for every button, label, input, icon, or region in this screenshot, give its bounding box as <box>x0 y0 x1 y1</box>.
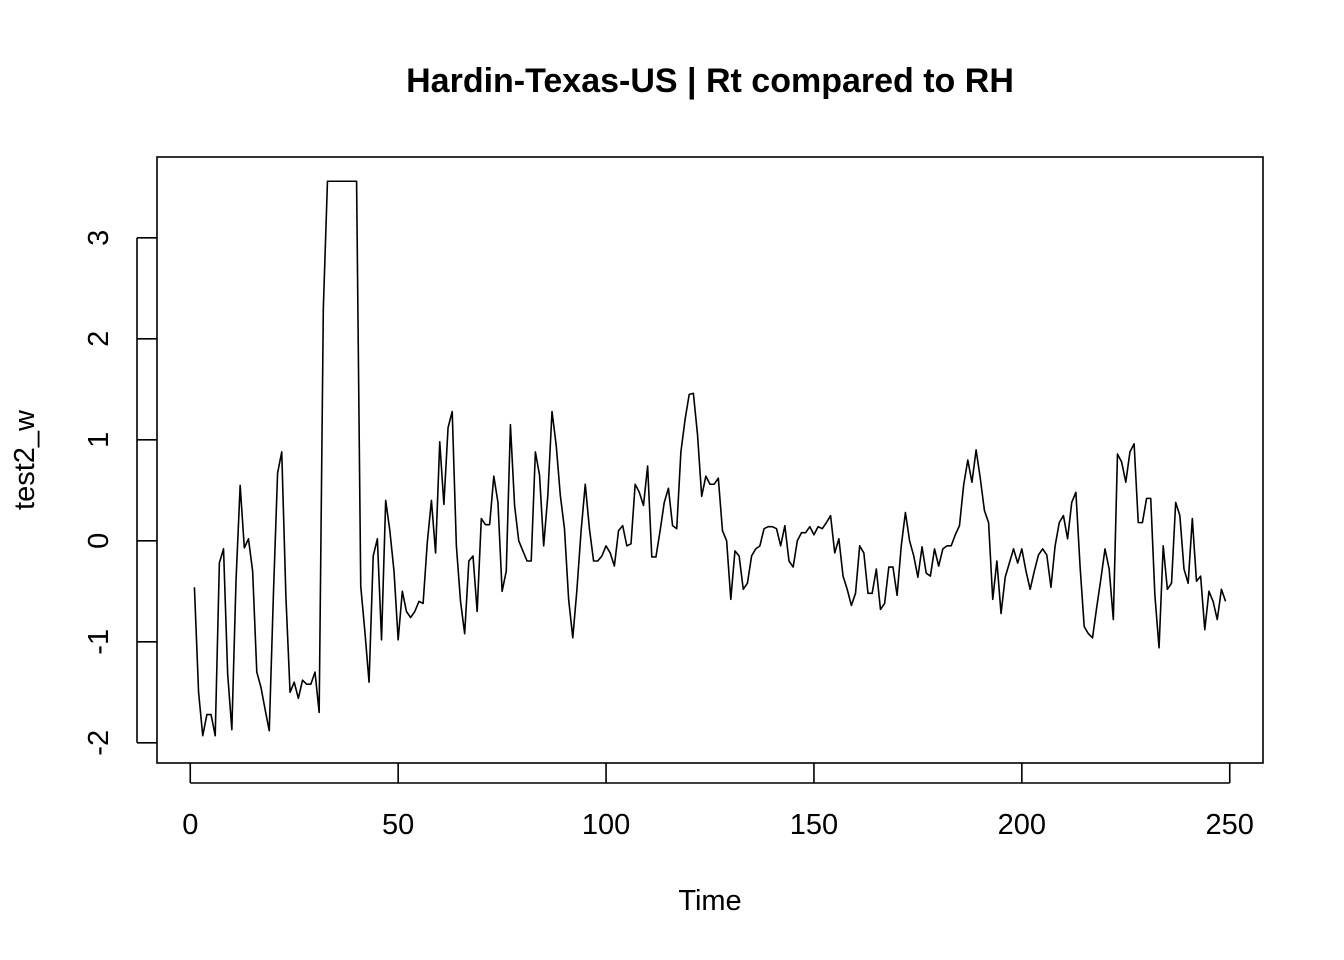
x-tick-label: 250 <box>1206 809 1254 841</box>
series-line <box>193 180 1227 737</box>
x-tick-label: 50 <box>382 809 414 841</box>
y-tick-label: -1 <box>83 629 115 655</box>
y-axis-label: test2_w <box>9 409 41 510</box>
x-tick-label: 0 <box>182 809 198 841</box>
y-tick-label: 1 <box>83 432 115 448</box>
chart-title: Hardin-Texas-US | Rt compared to RH <box>406 62 1014 100</box>
x-tick-label: 200 <box>998 809 1046 841</box>
plot-frame <box>156 156 1264 764</box>
x-tick-label: 150 <box>790 809 838 841</box>
y-tick-label: 2 <box>83 331 115 347</box>
y-tick-label: 0 <box>83 533 115 549</box>
y-tick-label: 3 <box>83 230 115 246</box>
x-axis: 0 50 100 150 200 250 <box>182 763 1254 841</box>
x-axis-label: Time <box>678 885 741 917</box>
y-axis: -2 -1 0 1 2 3 <box>83 230 157 756</box>
y-tick-label: -2 <box>83 730 115 756</box>
x-tick-label: 100 <box>582 809 630 841</box>
